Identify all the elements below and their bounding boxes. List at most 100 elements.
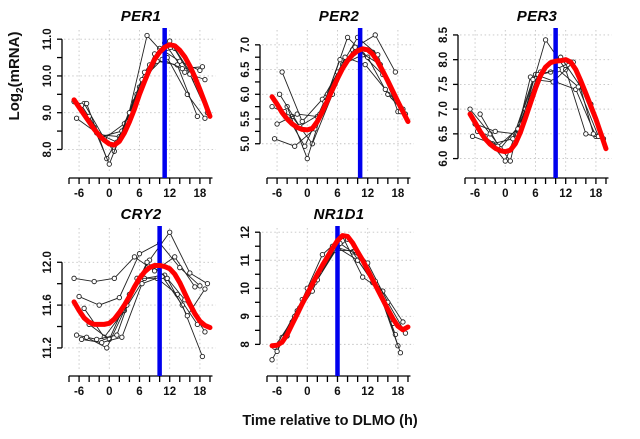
y-tick-label: 5.5 <box>240 110 252 127</box>
subject-data-point <box>204 281 211 287</box>
subject-data-point <box>192 284 198 290</box>
x-tick-label: -6 <box>470 188 480 200</box>
subject-data-point <box>106 161 112 167</box>
y-tick-label: 12.0 <box>42 251 54 273</box>
subject-data-point <box>202 286 208 292</box>
subject-data-point <box>477 111 483 117</box>
subject-data-point <box>299 118 305 125</box>
subject-data-point <box>76 293 82 300</box>
x-tick-label: 18 <box>194 188 207 200</box>
panel-per1: 8.0 9.0 10.0 11.0 -6 0 6 12 18 <box>18 4 218 209</box>
subject-data-point <box>116 294 123 301</box>
subject-data-point <box>492 128 498 135</box>
panel-title-per3: PER3 <box>516 8 558 25</box>
y-tick-label: 7.5 <box>438 76 450 93</box>
x-tick-label: 12 <box>163 188 176 200</box>
mean-trend-curve <box>71 262 213 331</box>
subject-data-point <box>271 136 278 142</box>
subject-data-point <box>73 332 80 338</box>
x-tick-label: 12 <box>163 386 176 398</box>
mean-trend-curve <box>269 46 411 133</box>
y-tick-label: 7.0 <box>438 101 450 117</box>
subject-data-point <box>184 313 190 319</box>
x-tick-label: 12 <box>361 188 374 200</box>
subject-data-point <box>81 305 87 311</box>
subject-data-point <box>104 345 110 351</box>
subject-data-point <box>337 57 343 63</box>
x-tick-label: 18 <box>590 188 603 200</box>
chart-plot-area: 8.0 9.0 10.0 11.0 -6 0 6 12 18 <box>42 28 216 200</box>
panel-nr1d1: 8 9 10 11 12 -6 0 6 12 18 <box>216 202 416 407</box>
x-tick-label: 0 <box>304 386 310 398</box>
subject-data-point <box>344 34 351 41</box>
subject-data-point <box>182 69 188 75</box>
x-tick-label: 18 <box>392 188 405 200</box>
subject-data-point <box>292 143 298 149</box>
subject-trace <box>281 235 404 338</box>
panel-title-per2: PER2 <box>318 8 360 25</box>
x-axis-label: Time relative to DLMO (h) <box>242 413 418 429</box>
subject-data-point <box>276 91 283 97</box>
chart-plot-area: 11.2 11.6 12.0 -6 0 6 12 18 <box>42 226 216 398</box>
subject-data-point <box>202 115 208 121</box>
subject-data-point <box>119 334 125 340</box>
y-tick-label: 6.0 <box>438 151 450 167</box>
subject-data-point <box>530 76 536 83</box>
panel-cry2: 11.2 11.6 12.0 -6 0 6 12 18 <box>18 202 218 407</box>
subject-data-point <box>202 76 208 83</box>
subject-data-point <box>352 44 358 50</box>
x-tick-label: -6 <box>74 188 84 200</box>
subject-data-point <box>202 329 208 335</box>
subject-data-point <box>197 67 203 74</box>
x-tick-label: 0 <box>106 188 112 200</box>
y-tick-label: 6.5 <box>438 125 450 142</box>
subject-data-point <box>302 143 308 149</box>
y-tick-label: 10.0 <box>42 65 54 87</box>
x-tick-label: 6 <box>532 188 538 200</box>
subject-data-point <box>144 32 150 39</box>
subject-data-point <box>111 275 117 281</box>
subject-data-point <box>269 357 275 363</box>
chart-plot-area: 5.0 5.5 6.0 6.5 7.0 -6 0 6 12 18 <box>240 28 414 200</box>
subject-data-point <box>139 281 145 287</box>
subject-data-point <box>467 106 473 112</box>
x-tick-label: 12 <box>559 188 572 200</box>
subject-data-point <box>96 302 102 308</box>
panel-title-nr1d1: NR1D1 <box>313 206 365 223</box>
y-tick-label: 11.2 <box>42 337 54 359</box>
x-tick-label: 6 <box>334 386 340 398</box>
subject-data-point <box>382 86 388 92</box>
mean-trend-curve <box>71 42 213 148</box>
subject-data-point <box>187 270 193 276</box>
subject-trace <box>484 38 604 162</box>
subject-data-point <box>131 254 138 260</box>
x-tick-label: 0 <box>502 188 508 200</box>
y-tick-label: 7.0 <box>240 37 252 53</box>
subject-data-point <box>164 275 170 281</box>
subject-trace <box>271 245 394 361</box>
subject-data-point <box>136 251 143 257</box>
subject-data-point <box>274 348 280 355</box>
panel-title-cry2: CRY2 <box>120 206 162 223</box>
subject-data-point <box>73 115 80 121</box>
subject-data-point <box>91 278 97 285</box>
x-tick-label: 18 <box>194 386 207 398</box>
subject-data-point <box>78 336 85 343</box>
subject-data-point <box>372 32 378 38</box>
chart-plot-area: 6.0 6.5 7.0 7.5 8.0 8.5 -6 0 6 12 18 <box>438 26 612 200</box>
y-tick-label: 11.6 <box>42 294 54 316</box>
subject-data-point <box>172 254 178 260</box>
subject-data-point <box>590 131 597 137</box>
subject-data-point <box>360 274 366 280</box>
subject-data-point <box>362 61 368 68</box>
x-tick-label: 6 <box>334 188 340 200</box>
subject-data-point <box>179 65 185 72</box>
x-tick-label: 0 <box>106 386 112 398</box>
subject-data-point <box>469 133 476 139</box>
y-tick-label: 5.0 <box>240 136 252 152</box>
subject-data-point <box>199 353 206 360</box>
x-tick-label: 0 <box>304 188 310 200</box>
x-tick-label: -6 <box>272 386 282 398</box>
subject-data-point <box>269 104 275 110</box>
